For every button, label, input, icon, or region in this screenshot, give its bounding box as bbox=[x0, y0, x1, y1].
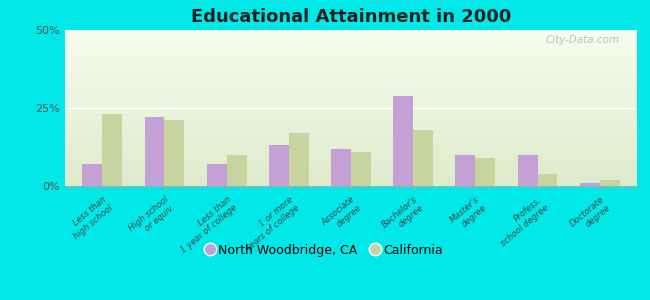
Bar bbox=[207, 164, 227, 186]
Text: City-Data.com: City-Data.com bbox=[546, 35, 620, 45]
Bar bbox=[144, 117, 164, 186]
Bar bbox=[600, 180, 619, 186]
Bar bbox=[331, 148, 351, 186]
Bar bbox=[102, 114, 122, 186]
Bar bbox=[83, 164, 102, 186]
Bar bbox=[580, 183, 600, 186]
Bar bbox=[517, 155, 538, 186]
Title: Educational Attainment in 2000: Educational Attainment in 2000 bbox=[191, 8, 511, 26]
Bar bbox=[269, 146, 289, 186]
Bar bbox=[538, 173, 558, 186]
Bar bbox=[289, 133, 309, 186]
Legend: North Woodbridge, CA, California: North Woodbridge, CA, California bbox=[202, 239, 448, 262]
Bar bbox=[164, 121, 185, 186]
Bar bbox=[393, 95, 413, 186]
Bar bbox=[351, 152, 371, 186]
Bar bbox=[413, 130, 433, 186]
Bar bbox=[456, 155, 475, 186]
Bar bbox=[227, 155, 246, 186]
Bar bbox=[475, 158, 495, 186]
